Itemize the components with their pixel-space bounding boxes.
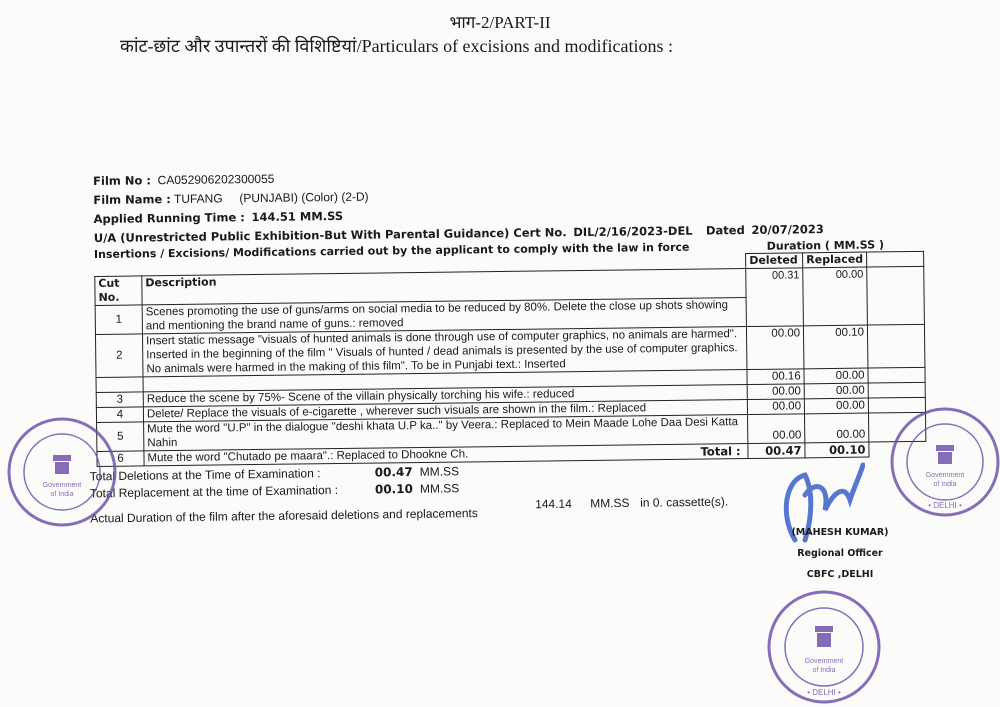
total-deletions-unit: MM.SS bbox=[419, 464, 460, 479]
svg-text:• DELHI •: • DELHI • bbox=[928, 501, 962, 510]
actual-duration-row: Actual Duration of the film after the af… bbox=[90, 495, 728, 529]
film-attributes: (PUNJABI) (Color) (2-D) bbox=[239, 189, 369, 206]
total-replacement-value: 00.10 bbox=[374, 481, 413, 497]
row-5-replaced: 00.00 bbox=[804, 413, 869, 443]
film-name-label: Film Name : bbox=[93, 192, 171, 207]
cassette-count: in 0. cassette(s). bbox=[640, 494, 729, 510]
svg-text:Government: Government bbox=[805, 658, 844, 665]
row-4-replaced: 00.00 bbox=[804, 398, 869, 414]
film-details-block: Film No : CA052906202300055 Film Name : … bbox=[93, 162, 927, 467]
col-cut-no: Cut No. bbox=[94, 275, 143, 306]
signatory-designation: Regional Officer bbox=[797, 548, 883, 559]
row-1-cut: 1 bbox=[95, 304, 143, 335]
svg-text:of India: of India bbox=[813, 667, 836, 674]
row-3-deleted: 00.00 bbox=[747, 383, 805, 400]
row-2b-cut bbox=[96, 376, 144, 393]
col-replaced: Replaced bbox=[802, 252, 867, 268]
row-2-desc: Insert static message "visuals of hunted… bbox=[142, 326, 748, 377]
seal-emblem-icon: Government of India bbox=[7, 417, 117, 527]
part-heading: भाग-2/PART-II bbox=[449, 13, 551, 32]
row-2b-replaced: 00.00 bbox=[804, 368, 869, 384]
seal-emblem-icon: Government of India • DELHI • bbox=[767, 590, 881, 704]
row-2b-deleted: 00.16 bbox=[747, 368, 805, 385]
svg-text:of India: of India bbox=[934, 481, 957, 488]
total-replacement-unit: MM.SS bbox=[419, 481, 460, 496]
summary-block: Total Deletions at the Time of Examinati… bbox=[90, 461, 729, 529]
signature-mark bbox=[783, 462, 865, 543]
film-name: TUFANG bbox=[173, 191, 223, 207]
total-deletions-value: 00.47 bbox=[374, 464, 413, 480]
cuts-table: Deleted Replaced Cut No. Description 00.… bbox=[94, 251, 927, 467]
row-4-deleted: 00.00 bbox=[747, 398, 805, 415]
running-time: 144.51 MM.SS bbox=[251, 208, 344, 225]
row-1-deleted: 00.31 bbox=[745, 267, 804, 327]
certificate-type: U/A (Unrestricted Public Exhibition-But … bbox=[93, 225, 567, 245]
cbfc-seal-bottom: Government of India • DELHI • bbox=[767, 590, 881, 704]
row-3-cut: 3 bbox=[96, 391, 144, 408]
actual-duration-value: 144.14 bbox=[535, 496, 572, 512]
row-5-deleted: 00.00 bbox=[747, 413, 806, 444]
total-deletions-label: Total Deletions at the Time of Examinati… bbox=[89, 466, 321, 484]
cert-no: DIL/2/16/2023-DEL bbox=[573, 223, 693, 240]
row-3-replaced: 00.00 bbox=[804, 383, 869, 399]
row-2-cut: 2 bbox=[95, 333, 144, 378]
actual-duration-unit: MM.SS bbox=[590, 495, 630, 511]
cbfc-seal-left: Government of India bbox=[7, 417, 117, 527]
col-deleted: Deleted bbox=[745, 252, 803, 269]
row-1-replaced: 00.00 bbox=[802, 267, 868, 326]
total-label: Total : bbox=[700, 444, 741, 459]
signatory-block: (MAHESH KUMAR) Regional Officer CBFC ,DE… bbox=[780, 460, 900, 580]
total-replacement-label: Total Replacement at the time of Examina… bbox=[89, 482, 339, 501]
row-2-deleted: 00.00 bbox=[746, 325, 805, 370]
signatory-name: (MAHESH KUMAR) bbox=[791, 527, 889, 538]
duration-label: Duration ( MM.SS ) bbox=[766, 238, 885, 253]
svg-text:Government: Government bbox=[43, 482, 82, 489]
film-no: CA052906202300055 bbox=[157, 171, 275, 188]
svg-text:of India: of India bbox=[51, 491, 74, 498]
dated-label: Dated bbox=[705, 223, 745, 238]
svg-text:Government: Government bbox=[926, 472, 965, 479]
cbfc-seal-right: Government of India • DELHI • bbox=[890, 407, 1000, 517]
row-6-desc-text: Mute the word "Chutado pe maara".: Repla… bbox=[147, 448, 469, 465]
actual-duration-label: Actual Duration of the film after the af… bbox=[90, 506, 478, 526]
seal-emblem-icon: Government of India • DELHI • bbox=[890, 407, 1000, 517]
dated: 20/07/2023 bbox=[751, 222, 824, 237]
svg-text:• DELHI •: • DELHI • bbox=[807, 688, 841, 697]
running-time-label: Applied Running Time : bbox=[93, 210, 245, 226]
signatory-office: CBFC ,DELHI bbox=[806, 569, 874, 580]
page-title: कांट-छांट और उपान्तरों की विशिष्टियां/Pa… bbox=[120, 36, 674, 56]
film-no-label: Film No : bbox=[93, 173, 152, 188]
row-2-replaced: 00.10 bbox=[803, 325, 868, 369]
